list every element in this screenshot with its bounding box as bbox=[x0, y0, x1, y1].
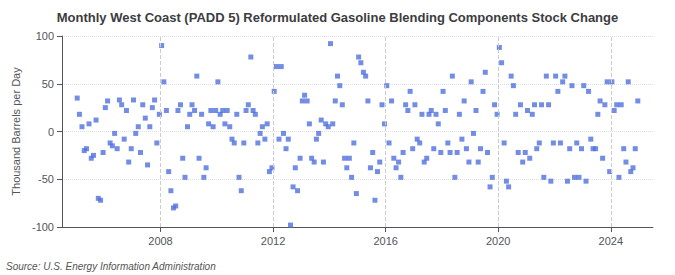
svg-text:100: 100 bbox=[36, 30, 54, 42]
svg-text:0: 0 bbox=[48, 126, 54, 138]
svg-text:Thousand Barrels per Day: Thousand Barrels per Day bbox=[10, 67, 22, 196]
svg-text:Monthly West Coast (PADD 5) Re: Monthly West Coast (PADD 5) Reformulated… bbox=[57, 10, 618, 25]
svg-text:-50: -50 bbox=[38, 173, 54, 185]
svg-text:2016: 2016 bbox=[373, 235, 397, 247]
svg-text:2012: 2012 bbox=[261, 235, 285, 247]
svg-text:50: 50 bbox=[42, 78, 54, 90]
svg-text:2024: 2024 bbox=[599, 235, 623, 247]
svg-text:-100: -100 bbox=[32, 221, 54, 233]
svg-text:2008: 2008 bbox=[148, 235, 172, 247]
svg-text:2020: 2020 bbox=[486, 235, 510, 247]
svg-text:Source: U.S. Energy Informatio: Source: U.S. Energy Information Administ… bbox=[6, 261, 216, 272]
